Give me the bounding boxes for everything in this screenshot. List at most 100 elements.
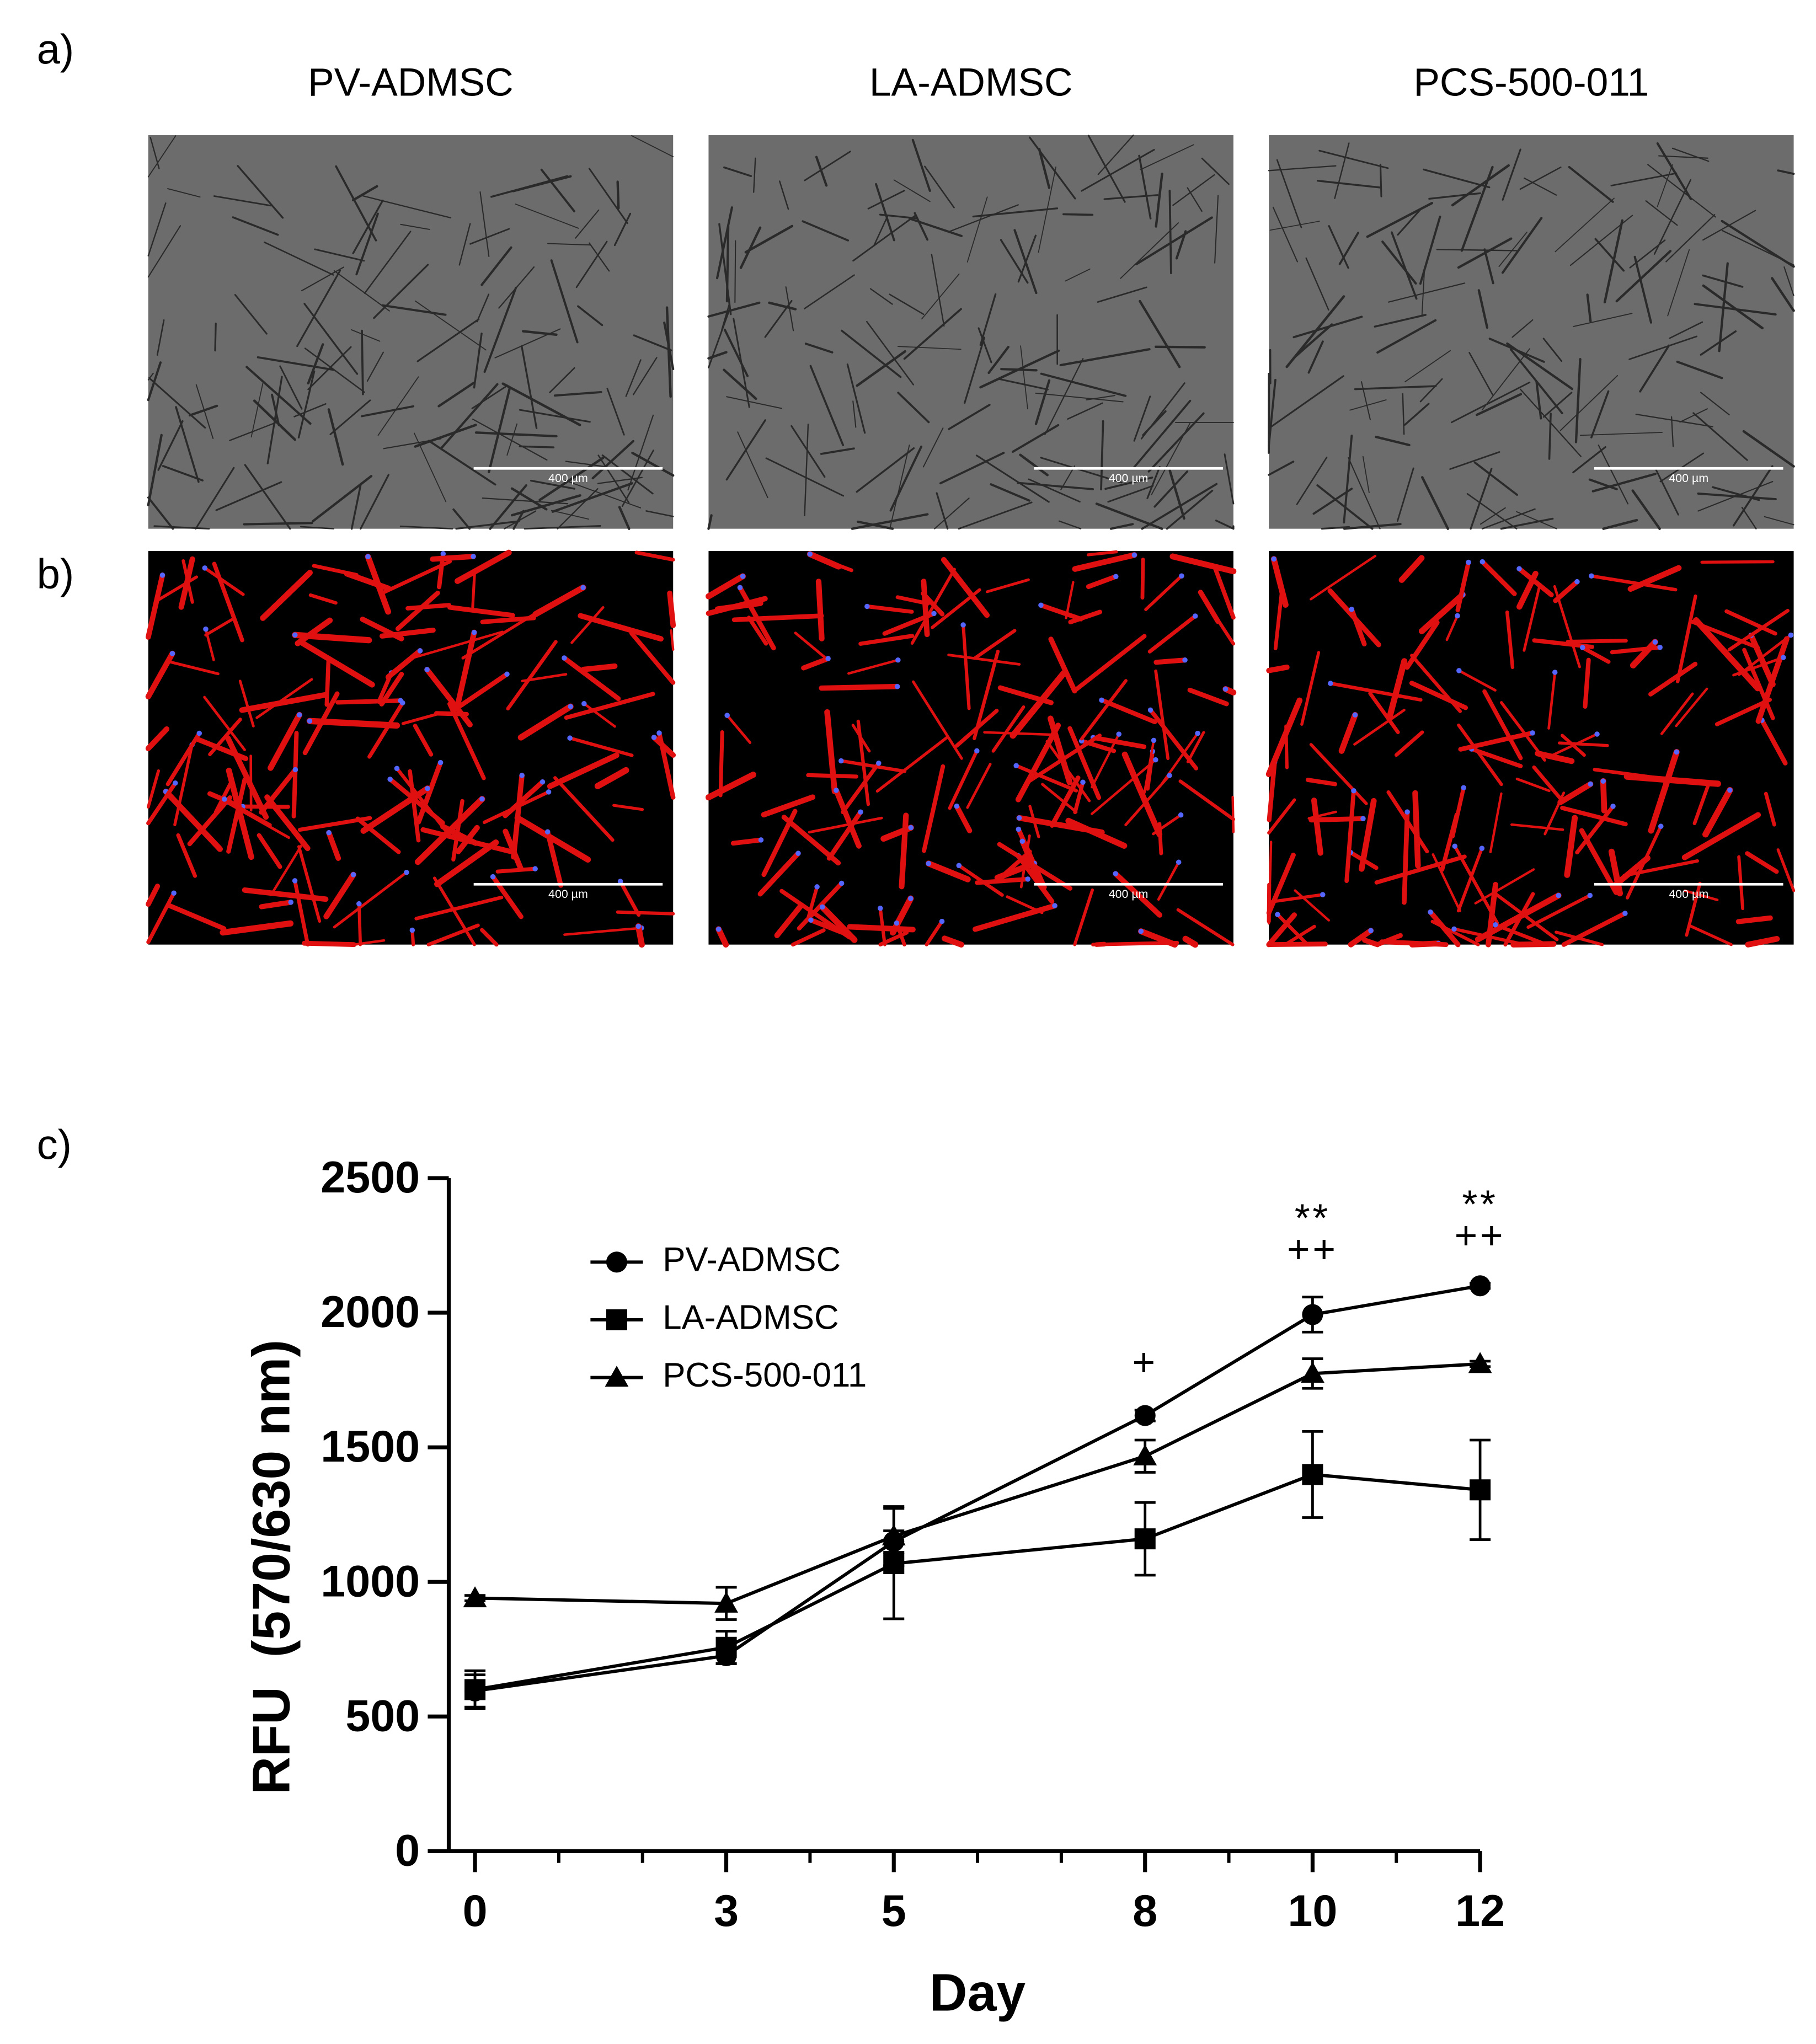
- cell: [715, 926, 729, 948]
- cell: [597, 477, 643, 484]
- cell: [304, 347, 365, 393]
- cell: [1201, 157, 1230, 185]
- cell: [1523, 586, 1541, 652]
- cell: [761, 794, 816, 818]
- cell: [1692, 782, 1711, 826]
- cell: [1309, 554, 1377, 601]
- cell: [1404, 350, 1451, 383]
- cell: [1141, 483, 1218, 530]
- cell: [1712, 486, 1760, 501]
- cell: [947, 654, 1021, 666]
- cell: [266, 376, 283, 464]
- cell: [1338, 232, 1359, 265]
- cell: [866, 320, 914, 386]
- cell: [1154, 669, 1170, 761]
- cell: [243, 522, 313, 526]
- cell: [1147, 614, 1198, 654]
- cell: [1147, 412, 1205, 473]
- cell: [314, 248, 365, 262]
- cell: [351, 185, 378, 202]
- cell: [768, 301, 797, 311]
- cell: [856, 350, 906, 387]
- cell: [645, 510, 674, 517]
- cell: [1639, 344, 1670, 393]
- cell: [723, 328, 749, 377]
- cell: [1482, 689, 1523, 761]
- cell: [355, 816, 401, 854]
- nucleus: [724, 713, 730, 718]
- cell: [629, 631, 676, 685]
- nucleus: [471, 554, 476, 559]
- cell: [451, 799, 464, 862]
- cell: [297, 845, 322, 923]
- cell: [250, 382, 264, 438]
- cell: [147, 434, 163, 506]
- nucleus: [1788, 632, 1794, 638]
- cell: [856, 447, 915, 493]
- cell: [1656, 142, 1692, 201]
- nucleus: [1222, 686, 1229, 692]
- nucleus: [1016, 815, 1022, 821]
- cell: [1000, 368, 1038, 372]
- cell: [1138, 154, 1152, 220]
- cell: [990, 483, 1030, 502]
- cell: [1583, 657, 1591, 709]
- cell: [631, 135, 674, 158]
- cell: [791, 425, 826, 478]
- cell: [1667, 249, 1690, 317]
- cell: [897, 346, 962, 350]
- cell: [1267, 759, 1277, 822]
- marker: [1302, 1464, 1323, 1485]
- cell: [1404, 403, 1430, 426]
- cell: [1268, 378, 1276, 447]
- cell: [1647, 164, 1717, 218]
- cell: [1067, 726, 1102, 800]
- cell: [1470, 468, 1493, 530]
- cell: [324, 660, 331, 707]
- cell: [852, 215, 916, 262]
- cell: [1568, 165, 1614, 203]
- cell: [458, 223, 471, 266]
- x-axis-label: Day: [930, 1963, 1026, 2022]
- nucleus: [1351, 788, 1356, 794]
- nucleus: [1780, 655, 1786, 660]
- nucleus: [1594, 731, 1600, 737]
- cell: [145, 726, 170, 751]
- cell: [176, 833, 197, 878]
- cell: [1059, 348, 1151, 367]
- cell: [1272, 206, 1298, 263]
- cell: [271, 393, 280, 426]
- cell: [1362, 456, 1370, 494]
- scale-bar-label: 400 µm: [1109, 472, 1149, 485]
- cell: [447, 604, 515, 618]
- x-tick-label: 12: [1455, 1886, 1505, 1936]
- cell: [1266, 912, 1297, 948]
- cell: [964, 336, 985, 404]
- nucleus: [894, 683, 900, 689]
- cell: [618, 506, 631, 530]
- cell: [1040, 372, 1127, 397]
- cell: [1374, 314, 1427, 328]
- cell: [583, 702, 616, 728]
- cell: [1028, 805, 1040, 838]
- cell: [157, 575, 199, 602]
- cell: [1481, 348, 1530, 411]
- cell: [1017, 481, 1094, 490]
- cell: [483, 286, 517, 373]
- cell: [1178, 779, 1236, 821]
- nucleus: [1131, 552, 1137, 558]
- cell: [1144, 574, 1183, 611]
- cell: [307, 343, 324, 385]
- cell: [1428, 192, 1482, 200]
- cell: [1419, 378, 1443, 403]
- panel-label: a): [37, 26, 74, 73]
- nucleus: [1451, 926, 1457, 932]
- cell: [157, 420, 184, 471]
- cell: [1265, 697, 1303, 778]
- cell: [1631, 489, 1661, 530]
- column-title: PCS-500-011: [1413, 61, 1649, 105]
- cell: [1135, 216, 1213, 266]
- nucleus: [1479, 846, 1485, 851]
- cell: [1103, 194, 1159, 200]
- cell: [570, 606, 605, 644]
